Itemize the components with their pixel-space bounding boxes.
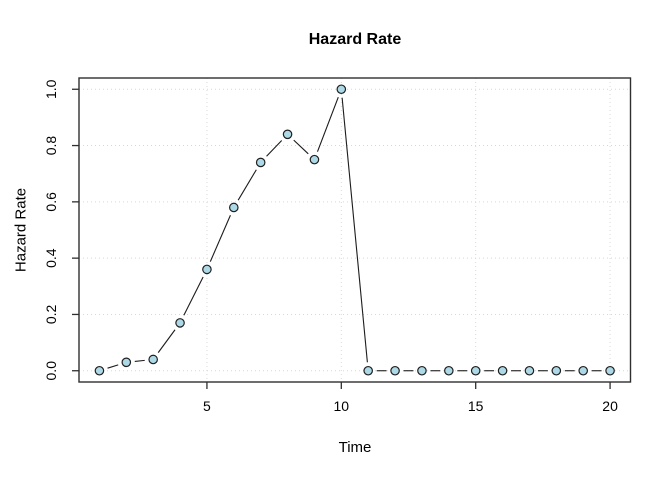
series-line-segment: [134, 359, 145, 362]
y-tick-label: 0.8: [43, 136, 59, 156]
plot-box: [78, 77, 632, 383]
x-axis-label: Time: [338, 439, 372, 456]
y-tick-label: 1.0: [43, 79, 59, 99]
series-line-segment: [183, 276, 204, 316]
data-point: [121, 357, 132, 368]
data-point: [390, 365, 400, 376]
series-line-segment: [107, 364, 119, 369]
data-point: [444, 365, 454, 376]
data-point: [363, 365, 373, 376]
data-point: [497, 365, 508, 376]
series-line-segment: [157, 329, 176, 353]
data-point: [255, 157, 266, 168]
data-point: [282, 129, 293, 140]
series-line-segment: [341, 97, 368, 363]
data-point: [148, 354, 158, 365]
data-point: [309, 154, 320, 165]
series-line-segment: [293, 139, 309, 155]
data-point: [578, 365, 588, 376]
y-tick-label: 0.4: [43, 248, 59, 268]
x-tick-label: 20: [602, 398, 618, 414]
data-point: [524, 365, 535, 376]
x-tick-label: 10: [334, 398, 350, 414]
chart-title: Hazard Rate: [308, 31, 402, 48]
data-point: [417, 365, 427, 376]
data-point: [605, 365, 615, 376]
data-point: [470, 365, 481, 376]
series-line-segment: [266, 140, 283, 157]
data-point: [551, 365, 562, 376]
data-point: [175, 318, 185, 328]
x-tick-label: 5: [203, 398, 211, 414]
data-point: [336, 84, 347, 95]
x-tick-label: 15: [468, 398, 484, 414]
series-line-segment: [316, 97, 339, 152]
data-point: [94, 365, 105, 376]
y-tick-label: 0.2: [43, 305, 59, 325]
y-tick-label: 0.6: [43, 192, 59, 212]
data-point: [229, 202, 239, 213]
y-tick-label: 0.0: [43, 361, 59, 381]
series-line-segment: [209, 215, 231, 262]
data-point: [202, 264, 212, 275]
series-line-segment: [237, 169, 257, 201]
